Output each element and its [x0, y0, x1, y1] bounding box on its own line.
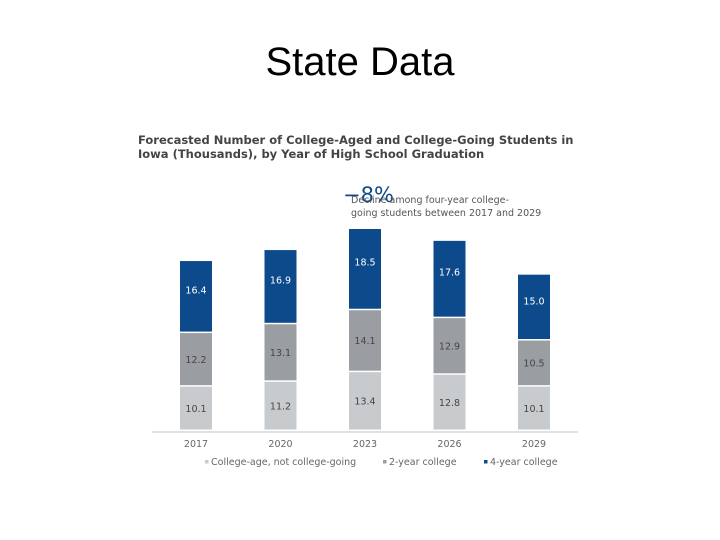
data-label: 13.1 — [270, 348, 291, 359]
data-label: 16.4 — [185, 285, 206, 296]
bar-segment-2023-2-year — [349, 310, 381, 371]
bar-segment-2020-4-year — [264, 250, 297, 323]
data-label: 12.8 — [439, 398, 460, 409]
data-label: 11.2 — [270, 401, 291, 412]
bar-segment-2029-4-year — [518, 274, 550, 340]
x-tick-label: 2023 — [353, 439, 377, 450]
x-tick-label: 2026 — [437, 439, 461, 450]
bar-segment-2020-not-college-going — [264, 381, 297, 430]
chart-title-line-2: Iowa (Thousands), by Year of High School… — [138, 147, 485, 161]
callout-text-line-1: Decline among four-year college- — [351, 195, 509, 206]
data-label: 10.5 — [523, 359, 544, 370]
legend-label: 2-year college — [389, 457, 457, 468]
legend-label: College-age, not college-going — [211, 457, 356, 468]
callout-text-line-2: going students between 2017 and 2029 — [351, 208, 542, 219]
data-label: 13.4 — [354, 397, 375, 408]
data-label: 12.9 — [439, 341, 460, 352]
bar-segment-2017-4-year — [180, 261, 212, 332]
data-label: 16.9 — [270, 275, 291, 286]
x-tick-label: 2020 — [268, 439, 292, 450]
chart-title: Forecasted Number of College-Aged and Co… — [138, 133, 578, 161]
bar-segment-2026-4-year — [433, 240, 466, 317]
x-tick-label: 2017 — [184, 439, 208, 450]
callout-text: Decline among four-year college- going s… — [351, 194, 581, 220]
data-label: 10.1 — [185, 404, 206, 415]
x-tick-label: 2029 — [522, 439, 546, 450]
legend-label: 4-year college — [490, 457, 558, 468]
bar-segment-2020-2-year — [264, 324, 297, 381]
bar-segment-2023-not-college-going — [349, 372, 381, 430]
bar-segment-2017-2-year — [180, 333, 212, 386]
bar-segment-2017-not-college-going — [180, 386, 212, 430]
data-label: 18.5 — [354, 258, 375, 269]
bar-segment-2026-not-college-going — [433, 374, 466, 430]
data-label: 10.1 — [523, 404, 544, 415]
bar-segment-2023-4-year — [349, 229, 381, 309]
data-label: 17.6 — [439, 268, 460, 279]
data-label: 14.1 — [354, 336, 375, 347]
callout-percent: −8% — [343, 183, 394, 207]
bar-segment-2029-not-college-going — [518, 386, 550, 430]
chart-title-line-1: Forecasted Number of College-Aged and Co… — [138, 133, 574, 147]
data-label: 12.2 — [185, 355, 206, 366]
legend-swatch — [383, 460, 387, 464]
legend-swatch — [484, 460, 488, 464]
data-label: 15.0 — [523, 296, 544, 307]
slide-title: State Data — [265, 40, 455, 84]
bar-segment-2026-2-year — [433, 318, 466, 374]
legend-swatch — [205, 460, 209, 464]
bar-segment-2029-2-year — [518, 340, 550, 386]
